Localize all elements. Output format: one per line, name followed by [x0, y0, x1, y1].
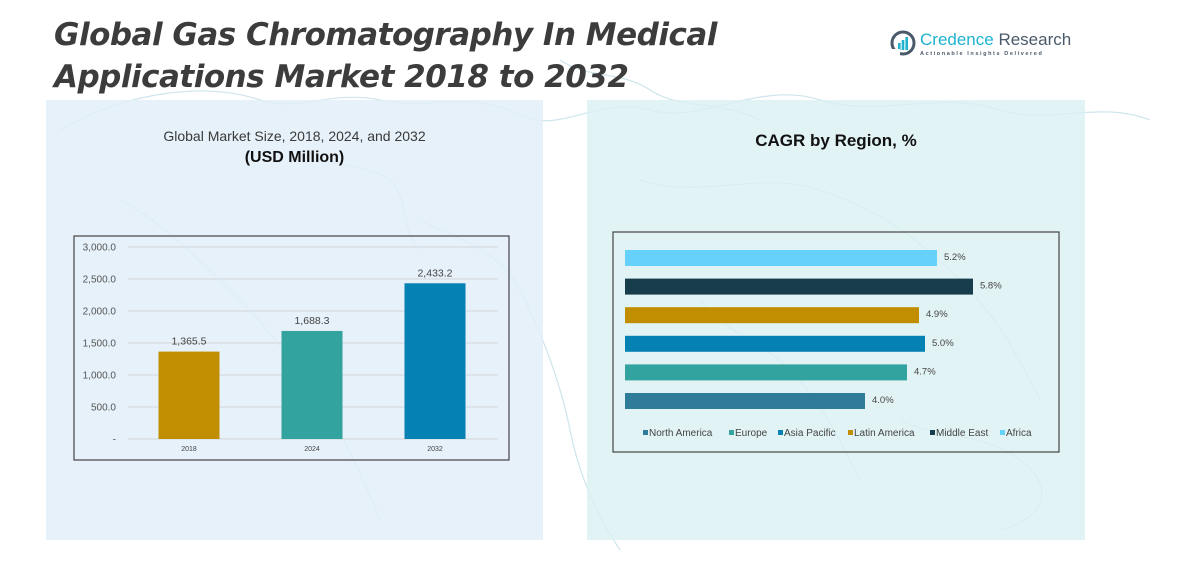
logo-tagline: Actionable Insights Delivered	[920, 51, 1044, 57]
cagr-chart-title: CAGR by Region, %	[755, 131, 917, 150]
legend-label: North America	[649, 428, 713, 439]
market-size-chart-title: Global Market Size, 2018, 2024, and 2032	[163, 128, 426, 144]
bar-europe	[625, 364, 907, 381]
y-tick-label: 2,000.0	[83, 307, 117, 318]
legend-label: Asia Pacific	[784, 428, 836, 439]
data-label: 4.0%	[872, 395, 894, 406]
bar-africa	[625, 250, 937, 266]
bar-2024	[281, 330, 343, 439]
data-label: 1,365.5	[171, 336, 206, 348]
y-tick-label: 3,000.0	[83, 243, 117, 254]
bar-2018	[158, 351, 220, 439]
bar-latin-america	[625, 307, 919, 324]
page-title-line2: Applications Market 2018 to 2032	[54, 59, 629, 95]
legend-swatch	[1000, 430, 1005, 435]
chart-frame	[73, 235, 510, 461]
data-label: 5.2%	[944, 252, 966, 263]
y-tick-label: 2,500.0	[83, 275, 117, 286]
legend-swatch	[729, 430, 734, 435]
bar-asia-pacific	[625, 335, 925, 352]
logo-name-research: Research	[993, 30, 1072, 49]
y-tick-label: 1,000.0	[83, 371, 117, 382]
page-title: Global Gas Chromatography In Medical App…	[54, 14, 774, 98]
legend-label: Middle East	[936, 428, 988, 439]
x-tick-label: 2018	[181, 446, 197, 453]
logo-chart-icon	[890, 30, 916, 56]
legend-swatch	[848, 430, 853, 435]
data-label: 4.9%	[926, 309, 948, 320]
y-tick-label: -	[113, 435, 116, 446]
data-label: 4.7%	[914, 366, 936, 377]
data-label: 5.8%	[980, 281, 1002, 292]
logo-name: Credence Research	[920, 30, 1071, 50]
logo-name-credence: Credence	[920, 30, 994, 49]
page-title-line1: Global Gas Chromatography In Medical	[54, 17, 717, 53]
legend-swatch	[778, 430, 783, 435]
legend-swatch	[643, 430, 648, 435]
market-size-chart-unit: (USD Million)	[244, 149, 345, 166]
bar-middle-east	[625, 278, 973, 295]
legend-label: Europe	[735, 428, 768, 439]
chart-frame	[612, 231, 1060, 453]
legend-swatch	[930, 430, 935, 435]
data-label: 5.0%	[932, 338, 954, 349]
x-tick-label: 2032	[427, 446, 443, 453]
data-label: 2,433.2	[417, 267, 452, 279]
legend-label: Africa	[1006, 428, 1032, 439]
data-label: 1,688.3	[294, 315, 329, 327]
x-tick-label: 2024	[304, 446, 320, 453]
credence-research-logo: Credence Research Actionable Insights De…	[890, 30, 1071, 57]
legend-label: Latin America	[854, 428, 915, 439]
y-tick-label: 1,500.0	[83, 339, 117, 350]
y-tick-label: 500.0	[91, 403, 116, 414]
bar-north-america	[625, 393, 865, 409]
bar-2032	[404, 283, 466, 439]
